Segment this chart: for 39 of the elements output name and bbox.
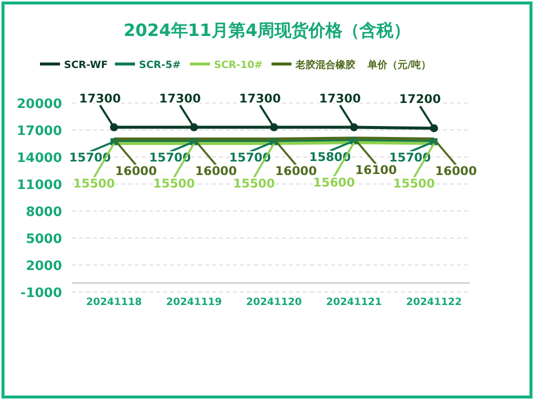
legend-label: SCR-5# <box>139 60 181 71</box>
data-label: 17300 <box>79 91 121 106</box>
y-tick-label: 20000 <box>16 97 62 112</box>
point <box>350 123 358 132</box>
y-tick-label: 2000 <box>26 259 62 274</box>
data-label: 17300 <box>159 91 201 106</box>
data-label: 15500 <box>73 176 115 190</box>
data-label: 15500 <box>153 176 195 190</box>
point <box>430 124 438 132</box>
y-axis-title: 单价（元/吨） <box>366 59 432 71</box>
legend-label: 老胶混合橡胶 <box>294 59 356 71</box>
y-tick-label: 8000 <box>26 205 62 220</box>
y-tick-label: 11000 <box>16 178 62 193</box>
data-label: 16000 <box>115 164 157 178</box>
data-label: 16000 <box>195 164 237 178</box>
y-tick-label: -1000 <box>20 286 62 301</box>
data-label: 15600 <box>313 176 355 190</box>
x-tick-label: 20241119 <box>166 297 222 308</box>
y-tick-label: 5000 <box>26 232 62 247</box>
data-label: 15500 <box>393 176 435 190</box>
x-tick-label: 20241121 <box>326 297 382 308</box>
point <box>270 123 278 132</box>
x-tick-label: 20241120 <box>246 297 302 308</box>
data-label: 15500 <box>233 176 275 190</box>
data-label: 17300 <box>239 91 281 106</box>
x-tick-label: 20241118 <box>86 297 142 308</box>
data-label: 17200 <box>399 92 441 106</box>
legend-label: SCR-WF <box>64 60 108 71</box>
x-tick-label: 20241122 <box>406 297 462 308</box>
point <box>190 123 198 132</box>
y-tick-label: 14000 <box>16 151 62 166</box>
data-label: 16100 <box>355 163 397 178</box>
data-label: 16000 <box>275 164 317 178</box>
data-label: 16000 <box>435 164 477 178</box>
legend-label: SCR-10# <box>214 60 263 71</box>
y-tick-label: 17000 <box>16 124 62 139</box>
data-label: 17300 <box>319 91 361 106</box>
chart-title: 2024年11月第4周现货价格（含税） <box>124 21 410 41</box>
point <box>110 123 118 132</box>
